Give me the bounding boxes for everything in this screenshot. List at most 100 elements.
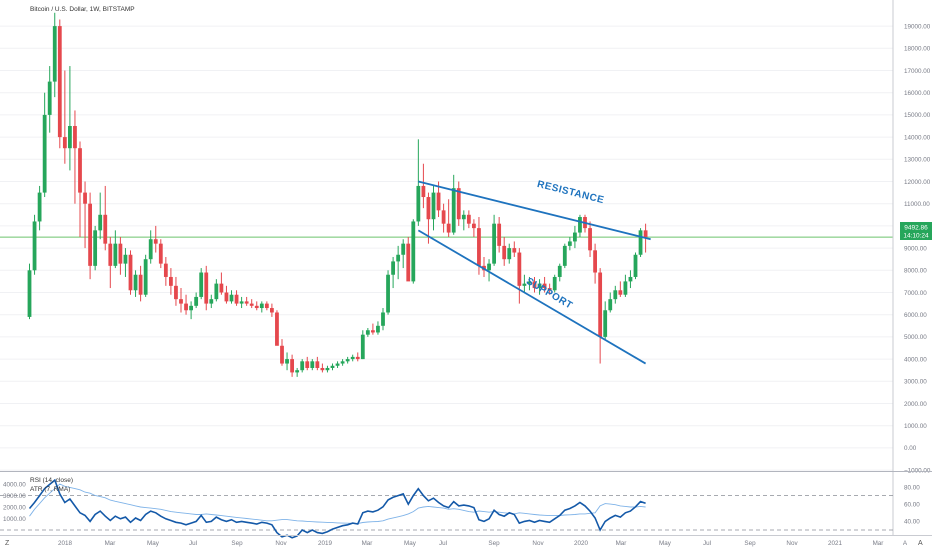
- time-tick-label: Mar: [616, 540, 627, 547]
- time-tick-label: 2019: [318, 540, 333, 547]
- candle-body: [613, 290, 618, 300]
- candle-body: [254, 305, 259, 309]
- candle-body: [401, 243, 406, 255]
- candle-body: [305, 361, 310, 368]
- candle-body: [456, 188, 461, 220]
- candle-body: [118, 243, 123, 264]
- candle-body: [466, 214, 471, 224]
- candle-body: [421, 185, 426, 198]
- candle-body: [542, 283, 547, 289]
- candle-body: [522, 283, 527, 286]
- candle-body: [219, 283, 224, 293]
- candle-body: [573, 232, 577, 242]
- candle-body: [391, 261, 395, 275]
- time-axis[interactable]: 2018 Mar May Jul Sep Nov 2019 Mar May Jul Sep Nov 20…: [0, 535, 932, 548]
- time-tick-label: 2018: [58, 540, 73, 547]
- time-tick-label: 2020: [574, 540, 589, 547]
- candle-body: [310, 361, 315, 368]
- candle-body: [552, 276, 557, 291]
- atr-tick-label: 1000.00: [3, 516, 26, 523]
- candle-body: [93, 230, 98, 266]
- candle-body: [562, 245, 567, 266]
- price-tick-label: 4000.00: [904, 356, 927, 363]
- candle-body: [436, 192, 441, 211]
- auto-scale-corner[interactable]: A: [918, 540, 923, 547]
- candle-body: [340, 361, 345, 364]
- candle-body: [532, 281, 537, 289]
- candle-body: [184, 303, 188, 311]
- atr-tick-label: 4000.00: [3, 481, 26, 488]
- price-tick-label: 12000.00: [904, 179, 931, 186]
- atr-legend: ATR (7, RMA): [30, 486, 70, 493]
- trendline-resistance[interactable]: [418, 180, 651, 241]
- candle-body: [123, 254, 128, 264]
- candle-body: [497, 223, 502, 246]
- candle-body: [143, 259, 148, 295]
- time-tick-label: Nov: [786, 540, 798, 547]
- price-tick-label: 2000.00: [904, 401, 927, 408]
- atr-line: [29, 483, 646, 525]
- price-tick-label: 16000.00: [904, 90, 931, 97]
- time-tick-label: May: [147, 540, 160, 547]
- candle-body: [396, 254, 401, 262]
- candle-body: [431, 192, 436, 220]
- rsi-tick-label: 40.00: [904, 519, 920, 526]
- candlestick-series: [27, 12, 648, 377]
- trendline-support[interactable]: [417, 229, 647, 365]
- atr-tick-label: 3000.00: [3, 493, 26, 500]
- candle-body: [83, 192, 87, 204]
- time-tick-label: Nov: [275, 540, 287, 547]
- price-tick-label: 1000.00: [904, 423, 927, 430]
- candle-body: [204, 272, 209, 304]
- candle-body: [330, 365, 335, 368]
- atr-tick-label: 2000.00: [3, 504, 26, 511]
- candle-body: [623, 281, 628, 295]
- time-tick-label: Sep: [231, 540, 243, 547]
- candle-body: [628, 276, 633, 282]
- candle-body: [517, 252, 522, 286]
- candle-body: [108, 243, 113, 266]
- candle-body: [557, 265, 562, 277]
- price-tick-label: 0.00: [904, 445, 917, 452]
- price-tick-label: 7000.00: [904, 290, 927, 297]
- candle-body: [32, 221, 37, 271]
- candle-body: [512, 248, 517, 253]
- rsi-tick-label: 80.00: [904, 484, 920, 491]
- candle-body: [355, 356, 360, 360]
- candle-body: [507, 248, 512, 260]
- price-tick-label: 8000.00: [904, 268, 927, 275]
- candle-body: [365, 330, 370, 335]
- candle-body: [588, 228, 592, 251]
- price-tag-value: 9492.86: [904, 225, 928, 232]
- candle-body: [209, 299, 214, 304]
- time-tick-label: Jul: [439, 540, 447, 547]
- price-tick-label: 15000.00: [904, 112, 931, 119]
- time-tick-label: Sep: [488, 540, 500, 547]
- price-tick-label: 3000.00: [904, 379, 927, 386]
- timezone-corner[interactable]: Z: [5, 540, 10, 547]
- price-tick-label: 9000.00: [904, 245, 927, 252]
- time-tick-label: Jul: [703, 540, 711, 547]
- rsi-legend: RSI (14, close): [30, 477, 73, 484]
- candle-body: [73, 126, 77, 149]
- candle-body: [133, 274, 138, 291]
- time-tick-label: 2021: [828, 540, 843, 547]
- time-tick-label: Mar: [362, 540, 373, 547]
- candle-body: [78, 148, 82, 193]
- indicator-pane[interactable]: 1000.00 2000.00 3000.00 4000.00 40.00 60.00 8…: [0, 477, 920, 539]
- atr-axis-ticks: 1000.00 2000.00 3000.00 4000.00: [3, 481, 26, 523]
- candle-body: [598, 272, 603, 337]
- candle-body: [603, 310, 608, 337]
- candle-body: [229, 294, 234, 302]
- price-axis[interactable]: −1000.00 0.00 1000.00 2000.00 3000.00 4000.00…: [892, 0, 932, 535]
- price-tick-label: 14000.00: [904, 134, 931, 141]
- candle-body: [62, 137, 67, 149]
- candle-body: [320, 367, 325, 371]
- time-tick-label: May: [404, 540, 417, 547]
- candle-body: [239, 301, 244, 304]
- chart-title: Bitcoin / U.S. Dollar, 1W, BITSTAMP: [30, 6, 135, 13]
- candle-body: [416, 185, 421, 222]
- candle-body: [37, 192, 42, 222]
